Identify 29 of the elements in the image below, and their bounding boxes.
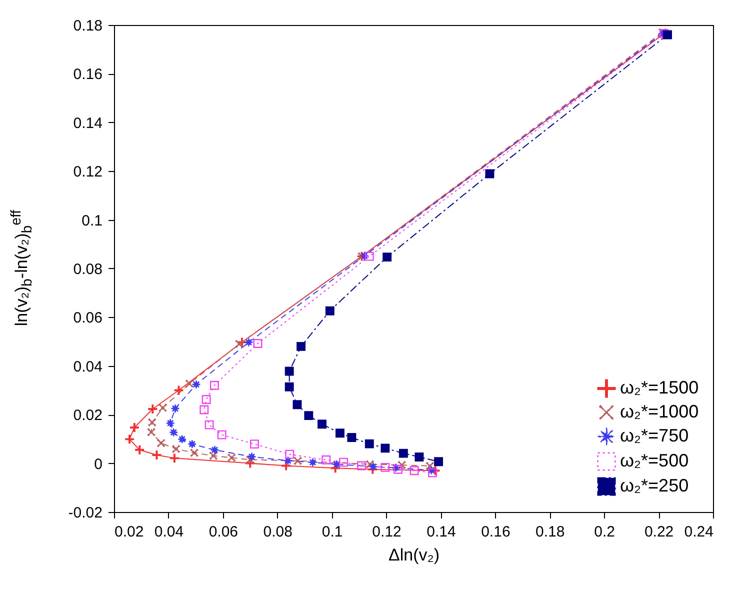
y-tick-label: 0.16 — [73, 66, 102, 84]
y-tick-label: 0.02 — [73, 407, 102, 424]
x-tick-label: 0.24 — [684, 524, 714, 540]
x-tick-label: 0.22 — [644, 524, 674, 540]
x-tick-label: 0.08 — [263, 524, 292, 540]
x-tick-label: 0.02 — [114, 524, 144, 540]
legend-label: ω₂*=500 — [620, 450, 689, 470]
legend-label: ω₂*=1500 — [620, 378, 699, 398]
y-tick-label: 0.18 — [73, 18, 102, 34]
y-tick-label: 0 — [94, 456, 102, 473]
x-tick-label: 0.16 — [481, 524, 510, 540]
y-tick-label: -0.02 — [68, 504, 102, 522]
y-tick-label: 0.04 — [73, 358, 102, 376]
x-axis-title: Δln(v₂) — [388, 546, 440, 564]
y-tick-label: 0.06 — [73, 310, 102, 327]
x-tick-label: 0.04 — [154, 524, 184, 540]
x-tick-label: 0.18 — [536, 524, 565, 540]
x-tick-label: 0.2 — [594, 524, 616, 540]
legend-label: ω₂*=750 — [620, 426, 689, 446]
y-tick-label: 0.14 — [73, 114, 102, 132]
legend-label: ω₂*=250 — [620, 476, 689, 496]
x-tick-label: 0.12 — [372, 524, 402, 540]
y-tick-label: 0.12 — [73, 164, 102, 181]
legend-label: ω₂*=1000 — [620, 402, 699, 422]
x-tick-label: 0.14 — [426, 524, 456, 540]
y-tick-label: 0.08 — [73, 261, 102, 278]
x-tick-label: 0.1 — [322, 524, 343, 540]
x-tick-label: 0.06 — [208, 524, 238, 540]
y-tick-label: 0.1 — [82, 212, 102, 230]
